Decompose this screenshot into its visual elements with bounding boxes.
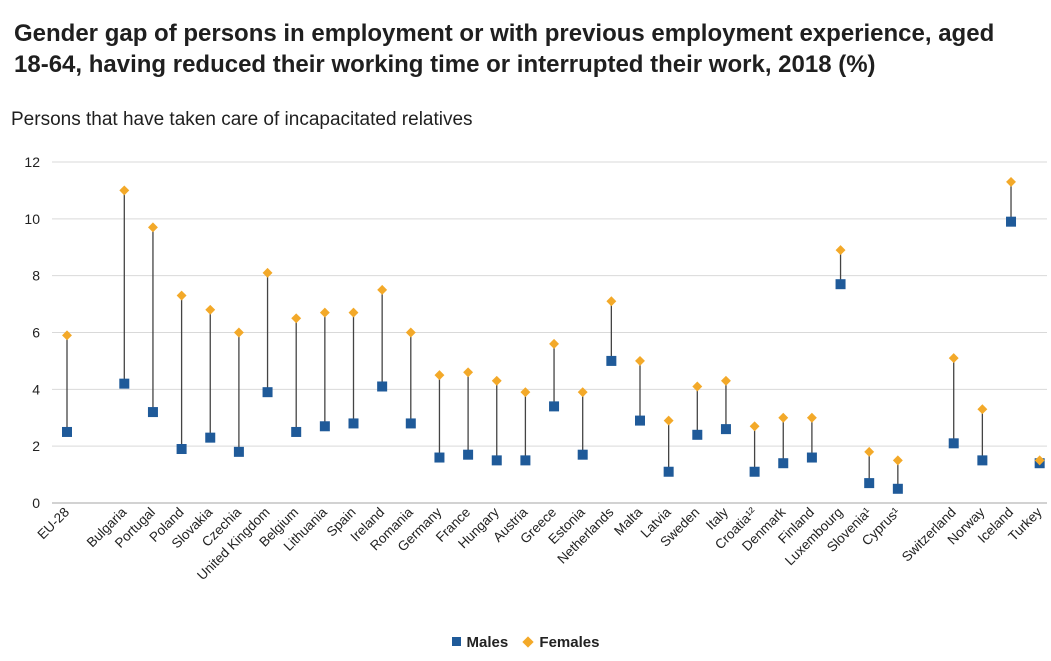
- female-point: [549, 338, 559, 349]
- male-point: [1006, 216, 1017, 227]
- male-point: [463, 449, 474, 460]
- y-tick-label: 4: [32, 381, 40, 397]
- female-point: [892, 455, 903, 466]
- legend-square-icon: [451, 636, 461, 646]
- female-point: [977, 404, 988, 415]
- y-tick-label: 8: [32, 268, 40, 284]
- male-point: [119, 378, 130, 389]
- male-point: [205, 432, 216, 443]
- x-tick-label: EU-28: [34, 505, 72, 543]
- x-axis: EU-28 BulgariaPortugalPolandSlovakiaCzech…: [34, 504, 1045, 583]
- y-tick-label: 2: [32, 438, 40, 454]
- female-point: [806, 412, 817, 423]
- male-point: [549, 401, 560, 412]
- female-point: [148, 222, 158, 233]
- male-point: [749, 466, 760, 477]
- y-tick-label: 12: [24, 154, 40, 170]
- female-point: [778, 412, 789, 423]
- female-point: [577, 387, 588, 398]
- gridlines: [52, 161, 1047, 504]
- male-point: [233, 446, 244, 457]
- male-point: [663, 466, 674, 477]
- male-point: [606, 355, 617, 366]
- y-tick-label: 6: [32, 325, 40, 341]
- male-point: [176, 444, 187, 455]
- legend-diamond-icon: [522, 635, 535, 648]
- legend: Males Females: [0, 633, 1051, 651]
- female-point: [348, 307, 359, 318]
- male-point: [835, 279, 846, 290]
- female-point: [663, 415, 674, 426]
- male-point: [520, 455, 531, 466]
- female-point: [864, 446, 875, 457]
- female-point: [262, 267, 273, 278]
- male-point: [864, 478, 875, 489]
- female-point: [520, 387, 531, 398]
- male-point: [577, 449, 588, 460]
- male-point: [348, 418, 359, 429]
- male-point: [720, 424, 731, 435]
- legend-item-males: Males: [451, 633, 509, 651]
- male-point: [262, 387, 273, 398]
- chart-title: Gender gap of persons in employment or w…: [14, 20, 995, 78]
- male-point: [491, 455, 502, 466]
- female-point: [205, 304, 216, 315]
- male-point: [806, 452, 817, 463]
- female-point: [1006, 176, 1016, 187]
- female-point: [291, 313, 302, 324]
- female-point: [319, 307, 330, 318]
- legend-label-females: Females: [539, 633, 600, 651]
- male-point: [405, 418, 416, 429]
- female-point: [233, 327, 244, 338]
- male-point: [291, 426, 302, 437]
- y-axis: 0 2 4 6 8 10 12: [24, 154, 40, 511]
- female-point: [948, 353, 959, 364]
- male-point: [434, 452, 445, 463]
- y-tick-label: 10: [24, 211, 40, 227]
- female-point: [835, 245, 846, 256]
- female-point: [62, 330, 72, 341]
- female-point: [405, 327, 416, 338]
- legend-label-males: Males: [466, 633, 509, 651]
- female-point: [434, 370, 445, 381]
- y-tick-label: 0: [32, 495, 40, 511]
- female-point: [491, 375, 502, 386]
- legend-item-females: Females: [522, 633, 600, 651]
- male-point: [778, 458, 789, 469]
- female-point: [119, 185, 130, 196]
- male-point: [319, 421, 330, 432]
- chart-subtitle: Persons that have taken care of incapaci…: [11, 109, 473, 130]
- female-point: [692, 381, 703, 392]
- male-point: [948, 438, 959, 449]
- female-point: [721, 375, 731, 386]
- female-point: [176, 290, 187, 301]
- female-point: [377, 284, 388, 295]
- female-point: [749, 421, 760, 432]
- dot-plot: 0 2 4 6 8 10 12 EU-28 BulgariaPortugalPolandSlo…: [24, 154, 1047, 583]
- female-point: [606, 296, 617, 307]
- male-point: [692, 429, 703, 440]
- male-point: [635, 415, 645, 426]
- male-point: [62, 426, 72, 437]
- male-point: [377, 381, 388, 392]
- female-point: [463, 367, 474, 378]
- male-point: [147, 407, 158, 418]
- male-point: [892, 483, 903, 494]
- data-marks: [62, 176, 1045, 494]
- female-point: [1034, 455, 1045, 466]
- female-point: [635, 355, 645, 366]
- male-point: [977, 455, 988, 466]
